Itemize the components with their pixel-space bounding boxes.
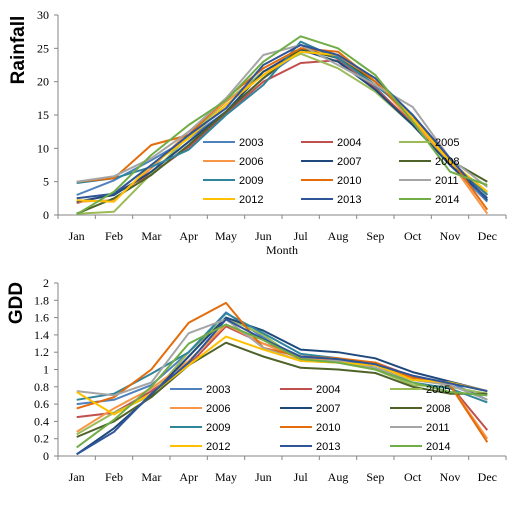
gdd-x-tick-label: Oct [404,470,422,484]
rainfall-y-tick-label: 10 [37,141,49,155]
gdd-legend-label: 2008 [426,403,450,415]
gdd-y-tick-label: 0.2 [34,432,49,446]
rainfall-x-tick-label: Apr [179,229,198,243]
rainfall-series-line-2014 [76,35,488,216]
gdd-chart: GDD 0 0.2 0.4 0.6 0.8 1 1.2 1.4 1.6 1.8 2 Jan Feb Mar… [6,276,507,484]
gdd-x-tick-label: Sep [366,470,384,484]
rainfall-legend-label: 2009 [239,175,263,187]
gdd-series-line-2013 [76,318,488,456]
rainfall-y-tick-label: 30 [37,8,49,22]
rainfall-x-tick-label: May [215,229,237,243]
rainfall-legend: 2003 2004 2005 2006 2007 2008 2009 2010 2011 2012… [203,137,459,206]
rainfall-y-axis-label: Rainfall [8,16,29,85]
rainfall-plot-area: 0 5 10 15 20 25 30 Jan Feb Mar Apr May Jun Jul Aug Sep O… [37,8,507,243]
gdd-y-tick-label: 2 [43,276,49,290]
gdd-x-tick-label: Apr [179,470,198,484]
gdd-legend-label: 2012 [206,441,230,453]
gdd-x-tick-label: May [215,470,237,484]
gdd-x-tick-label: Nov [440,470,461,484]
gdd-x-tick-label: Jan [69,470,85,484]
rainfall-x-tick-label: Jun [255,229,272,243]
rainfall-x-tick-label: Nov [440,229,461,243]
rainfall-x-tick-label: Feb [105,229,123,243]
rainfall-y-tick-label: 0 [43,208,49,222]
gdd-y-tick-label: 0.6 [34,397,49,411]
gdd-y-tick-label: 1 [43,363,49,377]
rainfall-legend-label: 2011 [435,175,459,187]
gdd-legend-label: 2014 [426,441,450,453]
rainfall-legend-label: 2012 [239,194,263,206]
gdd-legend-label: 2011 [426,422,450,434]
rainfall-chart: Rainfall Month 0 5 10 15 20 25 30 Jan Feb Mar Apr M… [8,8,507,257]
gdd-legend-label: 2004 [316,384,340,396]
gdd-series-line-2014 [76,323,488,449]
gdd-y-tick-label: 0.4 [34,414,49,428]
gdd-series-line-2010 [76,301,489,443]
gdd-x-tick-label: Feb [105,470,123,484]
rainfall-legend-label: 2010 [337,175,361,187]
rainfall-x-tick-label: Sep [366,229,384,243]
gdd-legend: 2003 2004 2005 2006 2007 2008 2009 2010 2011 2012… [170,384,450,453]
rainfall-series-line-2012 [76,50,488,203]
rainfall-x-axis-label: Month [266,243,298,257]
rainfall-y-tick-label: 15 [37,108,49,122]
gdd-legend-label: 2009 [206,422,230,434]
rainfall-x-tick-label: Aug [328,229,349,243]
gdd-x-tick-label: Mar [141,470,161,484]
gdd-y-tick-label: 1.4 [34,328,49,342]
gdd-legend-label: 2010 [316,422,340,434]
gdd-legend-label: 2005 [426,384,450,396]
rainfall-legend-label: 2003 [239,137,263,149]
rainfall-x-tick-label: Jul [294,229,309,243]
rainfall-legend-label: 2004 [337,137,361,149]
gdd-legend-label: 2003 [206,384,230,396]
gdd-plot-area: 0 0.2 0.4 0.6 0.8 1 1.2 1.4 1.6 1.8 2 Jan Feb Mar Apr M… [34,276,507,484]
gdd-series-line-2012 [76,335,488,416]
rainfall-x-tick-label: Mar [141,229,161,243]
rainfall-legend-label: 2008 [435,156,459,168]
gdd-x-tick-label: Dec [478,470,497,484]
rainfall-legend-label: 2006 [239,156,263,168]
gdd-y-tick-label: 1.6 [34,311,49,325]
gdd-x-tick-label: Aug [328,470,349,484]
gdd-y-tick-label: 0 [43,449,49,463]
gdd-x-tick-label: Jun [255,470,272,484]
rainfall-y-tick-label: 20 [37,75,49,89]
rainfall-x-tick-label: Jan [69,229,85,243]
rainfall-x-tick-label: Oct [404,229,422,243]
gdd-y-tick-label: 1.2 [34,345,49,359]
rainfall-legend-label: 2007 [337,156,361,168]
gdd-x-tick-label: Jul [294,470,309,484]
gdd-y-tick-label: 1.8 [34,293,49,307]
rainfall-y-tick-label: 25 [37,41,49,55]
gdd-y-axis-label: GDD [6,282,27,324]
rainfall-y-tick-label: 5 [43,175,49,189]
gdd-y-tick-label: 0.8 [34,380,49,394]
gdd-legend-label: 2006 [206,403,230,415]
rainfall-series-line-2009 [76,40,488,196]
rainfall-legend-label: 2013 [337,194,361,206]
gdd-legend-label: 2007 [316,403,340,415]
gdd-legend-label: 2013 [316,441,340,453]
rainfall-series-line-2013 [76,44,489,201]
rainfall-legend-label: 2005 [435,137,459,149]
rainfall-series-line-2011 [76,44,488,188]
rainfall-legend-label: 2014 [435,194,459,206]
rainfall-x-tick-label: Dec [478,229,497,243]
